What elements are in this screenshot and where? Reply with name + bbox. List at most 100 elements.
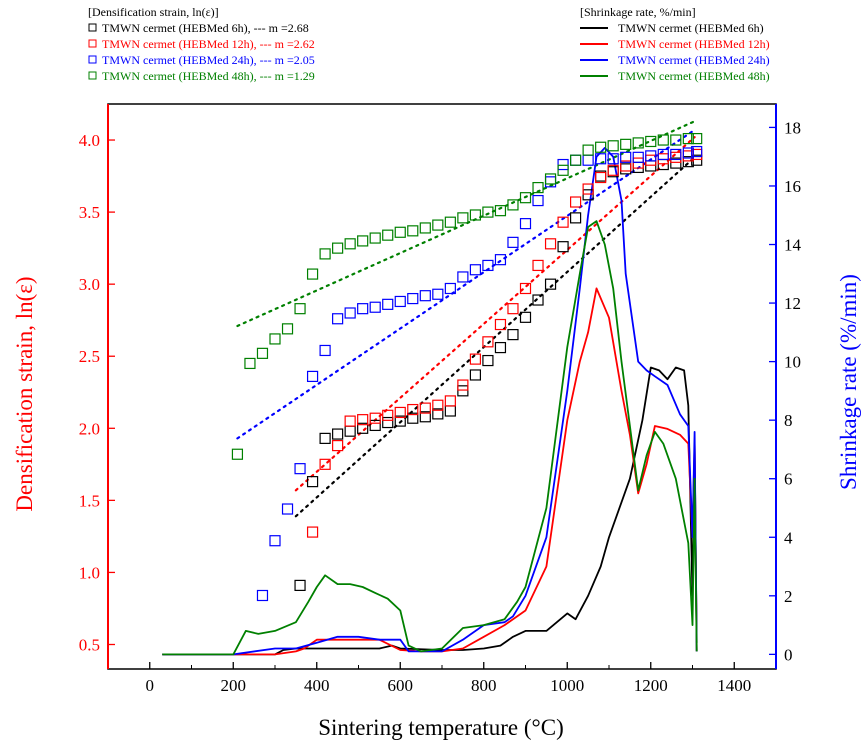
x-axis: 0 200 400 600 800 1000 1200 1400	[146, 662, 751, 695]
point-h6	[544, 278, 557, 290]
point-h48	[582, 144, 594, 156]
point-h6	[419, 411, 431, 423]
x-tick-label: 0	[146, 676, 155, 695]
point-h24	[269, 535, 281, 547]
point-h24	[357, 303, 369, 315]
point-h12	[344, 415, 356, 427]
point-h6	[457, 385, 469, 397]
point-h12	[319, 458, 331, 470]
point-h48	[244, 357, 256, 370]
point-h24	[519, 218, 532, 230]
point-h24	[657, 148, 669, 161]
fit-line-h12	[294, 136, 696, 492]
legend-label-h24: TMWN cermet (HEBMed 24h)	[618, 53, 770, 67]
point-h12	[332, 439, 344, 452]
y-right-tick-label: 14	[784, 236, 802, 255]
point-h48	[494, 205, 507, 217]
point-h24	[344, 307, 356, 319]
point-h48	[469, 209, 481, 221]
y-right-tick-label: 16	[784, 177, 801, 196]
point-h48	[306, 268, 319, 280]
point-h6	[469, 369, 481, 381]
point-h48	[557, 164, 569, 176]
point-h24	[482, 259, 494, 272]
point-h48	[319, 248, 331, 260]
point-h24	[595, 153, 607, 165]
point-h12	[432, 399, 444, 411]
x-tick-label: 800	[471, 676, 497, 695]
point-h6	[369, 419, 381, 432]
point-h24	[557, 158, 569, 171]
point-h6	[519, 311, 532, 323]
point-h24	[319, 344, 331, 357]
point-h12	[657, 153, 669, 165]
point-h12	[494, 318, 507, 331]
legend-label-h48: TMWN cermet (HEBMed 48h)	[618, 69, 770, 83]
point-h24	[670, 148, 682, 161]
point-h12	[394, 406, 406, 419]
x-tick-label: 400	[304, 676, 330, 695]
point-h12	[607, 164, 619, 176]
point-h48	[394, 226, 406, 238]
legend-label-h6: TMWN cermet (HEBMed 6h)	[618, 21, 764, 35]
point-h12	[632, 157, 644, 169]
legend-marker-h6	[88, 23, 97, 32]
point-h48	[294, 303, 306, 315]
point-h48	[670, 134, 682, 146]
y-left-tick-label: 0.5	[79, 635, 100, 654]
point-h12	[419, 402, 431, 414]
fit-line-h24	[236, 128, 696, 440]
point-h12	[482, 336, 494, 348]
point-h24	[281, 503, 294, 515]
y-right-tick-label: 12	[784, 294, 801, 313]
point-h12	[544, 238, 557, 250]
legend-label-h6: TMWN cermet (HEBMed 6h), --- m =2.68	[102, 21, 309, 35]
point-h48	[332, 242, 344, 254]
plot-frame	[107, 103, 777, 670]
point-h48	[482, 206, 494, 218]
point-h24	[632, 151, 644, 163]
point-h12	[444, 395, 456, 407]
plot-border	[107, 103, 777, 670]
point-h6	[670, 157, 682, 169]
point-h48	[357, 235, 369, 247]
point-h48	[607, 140, 619, 152]
point-h24	[407, 292, 419, 305]
point-h12	[582, 183, 594, 195]
point-h48	[632, 137, 644, 149]
point-h48	[544, 173, 557, 185]
fit-lines	[236, 120, 696, 518]
point-h48	[269, 333, 281, 345]
point-h6	[482, 354, 494, 367]
shrinkage-rate-lines	[162, 146, 698, 656]
legend-label-h12: TMWN cermet (HEBMed 12h)	[618, 37, 770, 51]
point-h24	[532, 194, 544, 207]
y-right-tick-label: 8	[784, 411, 793, 430]
point-h6	[319, 432, 331, 444]
point-h6	[407, 412, 419, 424]
point-h24	[607, 153, 619, 165]
point-h24	[457, 271, 469, 283]
legend-marker-h24	[88, 55, 97, 64]
point-h12	[557, 216, 569, 228]
point-h24	[620, 151, 632, 163]
point-h48	[281, 323, 294, 335]
point-h24	[419, 290, 431, 302]
legend-label-h24: TMWN cermet (HEBMed 24h), --- m =2.05	[102, 53, 315, 67]
point-h6	[432, 408, 444, 420]
y-left-tick-label: 3.0	[79, 275, 100, 294]
point-h24	[256, 589, 269, 602]
point-h12	[357, 414, 369, 426]
point-h48	[532, 181, 544, 194]
y-axis-right-title: Shrinkage rate (%/min)	[836, 274, 861, 490]
point-h12	[532, 259, 544, 272]
point-h48	[569, 154, 582, 166]
point-h48	[432, 219, 444, 231]
point-h12	[507, 303, 519, 315]
rate-line-h24	[162, 146, 698, 656]
point-h6	[357, 422, 369, 434]
point-h48	[444, 216, 456, 228]
y-left-tick-label: 1.0	[79, 563, 100, 582]
rate-line-h12	[162, 287, 698, 656]
y-left-tick-label: 1.5	[79, 491, 100, 510]
